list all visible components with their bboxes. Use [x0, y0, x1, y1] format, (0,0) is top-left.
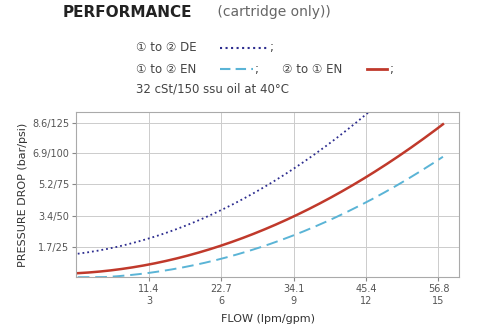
Text: ① to ② DE: ① to ② DE: [136, 41, 201, 54]
Text: 32 cSt/150 ssu oil at 40°C: 32 cSt/150 ssu oil at 40°C: [136, 82, 289, 96]
Y-axis label: PRESSURE DROP (bar/psi): PRESSURE DROP (bar/psi): [18, 122, 28, 267]
Text: (cartridge only)): (cartridge only)): [213, 5, 330, 19]
Text: PERFORMANCE: PERFORMANCE: [62, 5, 192, 20]
Text: ② to ① EN: ② to ① EN: [282, 63, 346, 76]
Text: ① to ② EN: ① to ② EN: [136, 63, 200, 76]
Text: ;: ;: [255, 63, 266, 76]
Text: ;: ;: [269, 41, 273, 54]
Text: ;: ;: [389, 63, 392, 76]
X-axis label: FLOW (lpm/gpm): FLOW (lpm/gpm): [221, 314, 315, 324]
